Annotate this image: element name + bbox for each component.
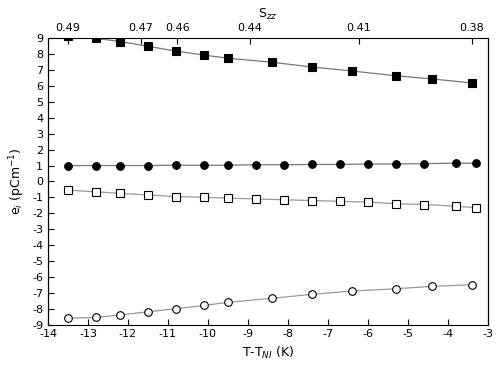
X-axis label: T-T$_{NI}$ (K): T-T$_{NI}$ (K) bbox=[242, 345, 294, 361]
X-axis label: S$_{zz}$: S$_{zz}$ bbox=[258, 7, 278, 22]
Y-axis label: e$_{i}$ (pCm$^{-1}$): e$_{i}$ (pCm$^{-1}$) bbox=[7, 148, 26, 215]
